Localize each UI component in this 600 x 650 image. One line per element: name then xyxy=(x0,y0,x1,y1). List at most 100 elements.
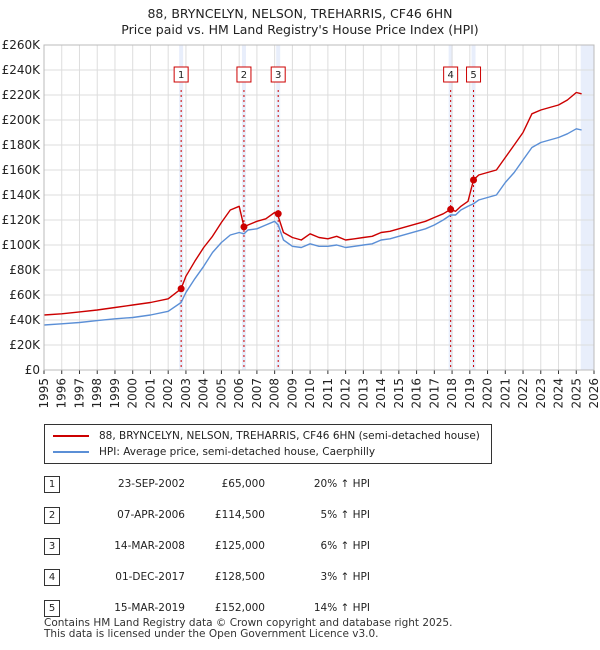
highlight-band-group xyxy=(179,45,594,370)
plot-area-border xyxy=(43,44,595,371)
sale-number: 2 xyxy=(44,507,60,524)
x-tick-label: 2001 xyxy=(143,378,157,409)
marker-line-group xyxy=(180,90,475,370)
sale-hpi-diff: 6% ↑ HPI xyxy=(320,540,370,552)
highlight-band-3 xyxy=(276,45,281,370)
marker-box-3 xyxy=(270,66,286,83)
x-tick-label: 2025 xyxy=(569,378,583,409)
x-tick-label: 2003 xyxy=(179,378,193,409)
y-tick-label: £120K xyxy=(2,213,42,227)
y-tick-label: £60K xyxy=(9,288,41,302)
x-tick-label: 2016 xyxy=(410,378,424,409)
sale-hpi-diff: 20% ↑ HPI xyxy=(313,478,370,490)
y-tick-label: £180K xyxy=(2,138,42,152)
x-tick-label: 1996 xyxy=(55,378,69,409)
legend-label-property: 88, BRYNCELYN, NELSON, TREHARRIS, CF46 6… xyxy=(99,430,480,442)
sale-hpi-diff: 5% ↑ HPI xyxy=(320,509,370,521)
x-tick-label: 2002 xyxy=(161,378,175,409)
x-tick-label: 2024 xyxy=(552,378,566,409)
sale-point-4 xyxy=(447,205,455,213)
y-tick-label: £200K xyxy=(2,113,42,127)
highlight-band-1 xyxy=(179,45,184,370)
sale-point-2 xyxy=(240,223,248,231)
hpi-line xyxy=(43,128,582,326)
sale-date: 14-MAR-2008 xyxy=(114,540,185,552)
x-tick-label: 1995 xyxy=(37,378,51,409)
marker-label-4: 4 xyxy=(447,70,453,81)
marker-label-2: 2 xyxy=(241,70,247,81)
footer-line1: Contains HM Land Registry data © Crown c… xyxy=(44,617,453,629)
sale-date: 01-DEC-2017 xyxy=(115,571,185,583)
property-price-line xyxy=(43,91,582,316)
table-row: 1 23-SEP-2002 £65,000 20% ↑ HPI xyxy=(0,470,600,498)
sale-date: 23-SEP-2002 xyxy=(117,478,185,490)
x-tick-label: 2014 xyxy=(374,378,388,409)
sale-point-1 xyxy=(177,285,185,293)
x-tick-label: 1999 xyxy=(108,378,122,409)
y-tick-label: £80K xyxy=(9,263,41,277)
marker-box-1 xyxy=(173,66,189,83)
legend-item-property: 88, BRYNCELYN, NELSON, TREHARRIS, CF46 6… xyxy=(53,428,480,444)
x-tick-label: 1997 xyxy=(72,378,86,409)
sale-number: 5 xyxy=(44,600,60,617)
x-tick-label: 2019 xyxy=(463,378,477,409)
sale-point-5 xyxy=(470,176,478,184)
x-tick-label: 2009 xyxy=(285,378,299,409)
x-tick-label: 2021 xyxy=(498,378,512,409)
footer-line2: This data is licensed under the Open Gov… xyxy=(44,628,379,640)
x-tick-label: 2026 xyxy=(587,378,600,409)
x-tick-label: 2004 xyxy=(197,378,211,409)
x-tick-label: 2018 xyxy=(445,378,459,409)
sale-number: 3 xyxy=(44,538,60,555)
marker-box-5 xyxy=(466,66,482,83)
table-row: 5 15-MAR-2019 £152,000 14% ↑ HPI xyxy=(0,594,600,622)
grid-group xyxy=(43,44,595,371)
marker-label-5: 5 xyxy=(470,70,476,81)
sale-point-3 xyxy=(274,210,282,218)
table-row: 3 14-MAR-2008 £125,000 6% ↑ HPI xyxy=(0,532,600,560)
sale-date: 07-APR-2006 xyxy=(117,509,185,521)
footer-copyright: Contains HM Land Registry data © Crown c… xyxy=(44,618,452,640)
legend-label-hpi: HPI: Average price, semi-detached house,… xyxy=(99,446,376,458)
x-tick-label: 2007 xyxy=(250,378,264,409)
x-tick-label: 2013 xyxy=(356,378,370,409)
axis-group: £0 £20K £40K £60K £80K £100K £120K £140K £160K £1… xyxy=(2,38,600,409)
marker-label-1: 1 xyxy=(178,70,184,81)
table-row: 2 07-APR-2006 £114,500 5% ↑ HPI xyxy=(0,501,600,529)
sale-number: 1 xyxy=(44,476,60,493)
sale-price: £152,000 xyxy=(214,602,265,614)
legend-swatch-property xyxy=(53,435,89,437)
sale-price: £128,500 xyxy=(214,571,265,583)
sale-hpi-diff: 14% ↑ HPI xyxy=(313,602,370,614)
highlight-band-2 xyxy=(241,45,246,370)
x-tick-label: 2006 xyxy=(232,378,246,409)
x-tick-label: 2005 xyxy=(214,378,228,409)
legend-item-hpi: HPI: Average price, semi-detached house,… xyxy=(53,444,375,460)
x-tick-label: 2008 xyxy=(268,378,282,409)
legend: 88, BRYNCELYN, NELSON, TREHARRIS, CF46 6… xyxy=(44,424,492,464)
sale-price: £114,500 xyxy=(214,509,265,521)
y-tick-label: £20K xyxy=(9,338,41,352)
x-tick-label: 2015 xyxy=(392,378,406,409)
sale-hpi-diff: 3% ↑ HPI xyxy=(320,571,370,583)
x-tick-label: 2010 xyxy=(303,378,317,409)
x-tick-label: 2022 xyxy=(516,378,530,409)
legend-swatch-hpi xyxy=(53,451,89,453)
x-tick-label: 2000 xyxy=(126,378,140,409)
y-tick-label: £0 xyxy=(25,363,40,377)
y-tick-label: £260K xyxy=(2,38,42,52)
marker-box-2 xyxy=(236,66,252,83)
sale-point-group xyxy=(177,176,478,293)
highlight-band-5 xyxy=(471,45,476,370)
y-tick-label: £240K xyxy=(2,63,42,77)
series-group xyxy=(43,91,582,326)
x-tick-label: 2011 xyxy=(321,378,335,409)
table-row: 4 01-DEC-2017 £128,500 3% ↑ HPI xyxy=(0,563,600,591)
x-tick-label: 2017 xyxy=(427,378,441,409)
y-tick-label: £140K xyxy=(2,188,42,202)
chart-title-line1: 88, BRYNCELYN, NELSON, TREHARRIS, CF46 6… xyxy=(147,6,453,21)
y-tick-label: £40K xyxy=(9,313,41,327)
sale-price: £65,000 xyxy=(221,478,265,490)
y-tick-label: £160K xyxy=(2,163,42,177)
